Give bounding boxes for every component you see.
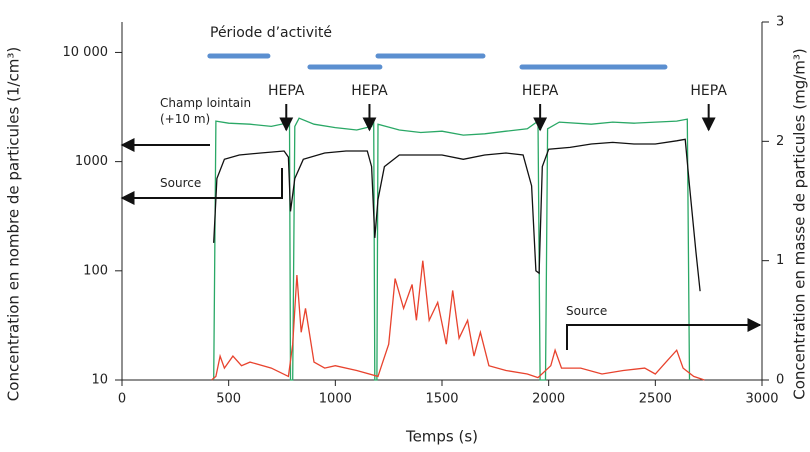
x-tick-label: 2500 bbox=[639, 392, 672, 407]
hepa-label: HEPA bbox=[268, 83, 305, 99]
series-line bbox=[213, 117, 691, 381]
hepa-label: HEPA bbox=[690, 83, 727, 99]
y-tick-label: 10 bbox=[91, 373, 108, 388]
series-label-arrow bbox=[120, 168, 283, 205]
x-tick-label: 1000 bbox=[319, 392, 352, 407]
series-line bbox=[213, 138, 701, 292]
series-label-box: Source bbox=[160, 176, 202, 190]
x-tick-label: 3000 bbox=[745, 392, 778, 407]
y2-tick-label: 1 bbox=[776, 253, 784, 268]
hepa-label: HEPA bbox=[351, 83, 388, 99]
x-tick-label: 0 bbox=[118, 392, 126, 407]
hepa-label: HEPA bbox=[522, 83, 559, 99]
series-label-box: Champ lointain (+10 m) bbox=[160, 96, 252, 126]
activity-label: Période d’activité bbox=[210, 25, 332, 41]
series-label: Champ lointain (+10 m) bbox=[160, 96, 252, 126]
y-tick-label: 1000 bbox=[75, 154, 108, 169]
series-label-arrow bbox=[566, 318, 762, 350]
y2-axis-title: Concentration en masse de particules (mg… bbox=[791, 48, 809, 400]
x-axis-title: Temps (s) bbox=[405, 428, 478, 446]
y-tick-label: 10 000 bbox=[63, 45, 109, 60]
y-axis-title: Concentration en nombre de particules (1… bbox=[5, 47, 23, 401]
x-tick-label: 2000 bbox=[532, 392, 565, 407]
y2-tick-label: 2 bbox=[776, 134, 784, 149]
y2-tick-label: 0 bbox=[776, 373, 784, 388]
y-tick-label: 100 bbox=[83, 263, 108, 278]
series-line bbox=[211, 260, 705, 381]
series-label-box: Source bbox=[566, 304, 608, 318]
series-label: Source bbox=[160, 176, 202, 190]
x-tick-label: 1500 bbox=[425, 392, 458, 407]
series-label: Source bbox=[566, 304, 608, 318]
y2-tick-label: 3 bbox=[776, 15, 784, 30]
x-tick-label: 500 bbox=[216, 392, 241, 407]
